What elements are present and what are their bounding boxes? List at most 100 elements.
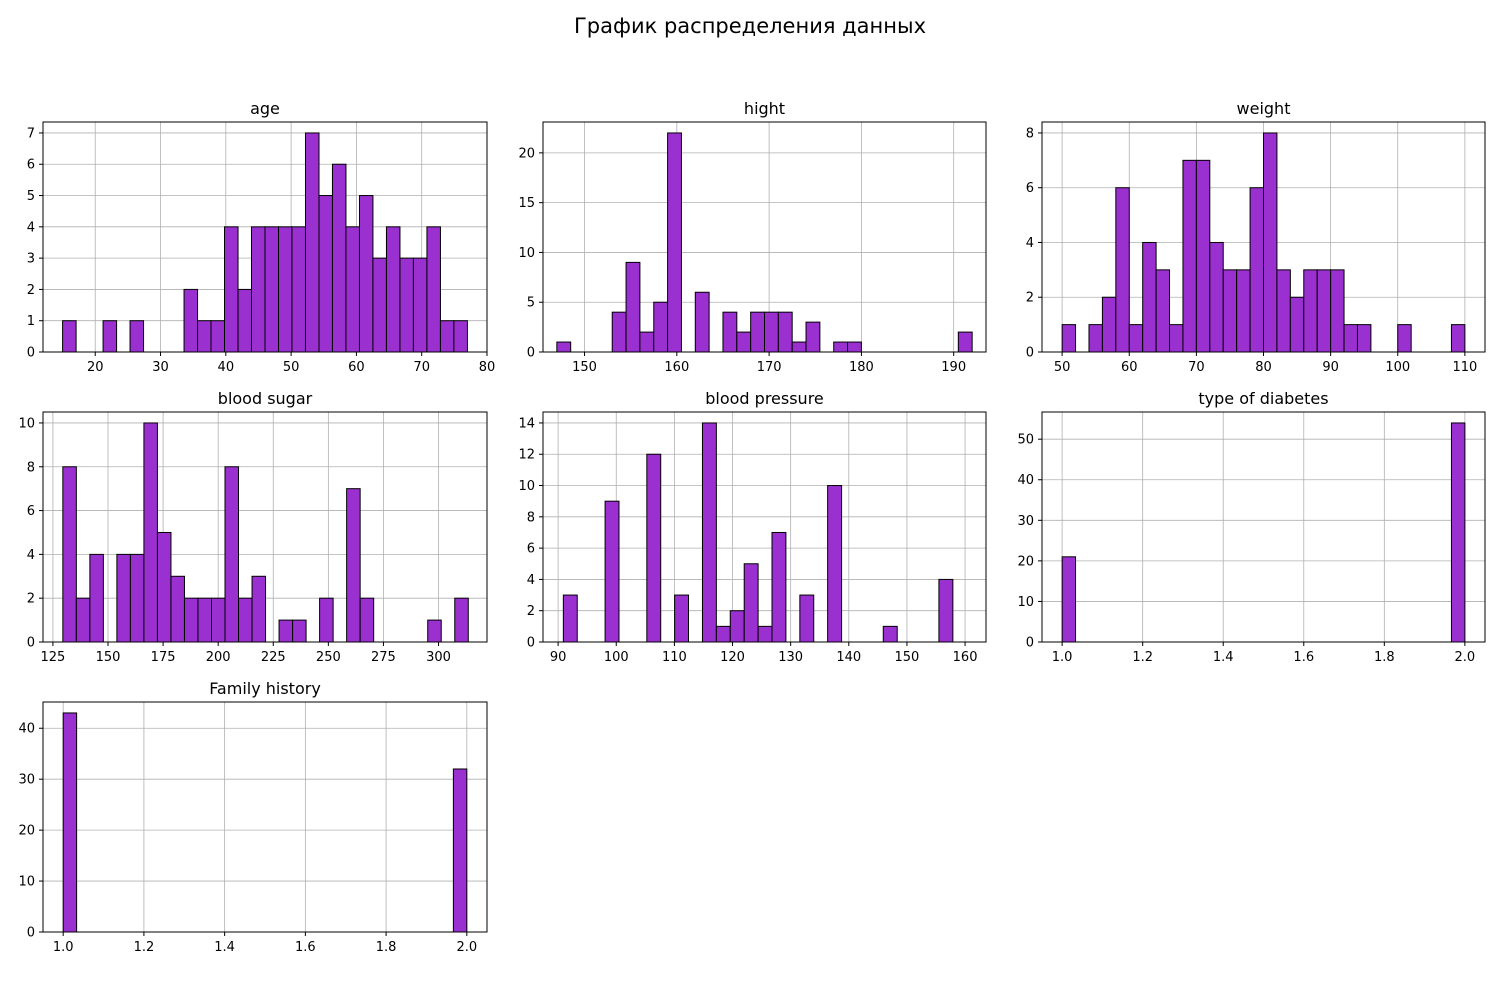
y-tick-label: 15 — [518, 196, 535, 211]
histogram-bar — [1155, 269, 1171, 353]
x-tick-label: 1.2 — [134, 940, 155, 955]
y-tick-label: 20 — [18, 824, 35, 839]
x-tick-label: 150 — [96, 650, 121, 665]
histogram-bar — [701, 422, 717, 643]
x-tick-label: 50 — [1054, 360, 1071, 375]
figure-title: График распределения данных — [573, 14, 927, 38]
histogram-bar — [1209, 241, 1224, 353]
y-tick-label: 0 — [27, 636, 35, 651]
y-tick-label: 6 — [527, 542, 535, 557]
y-tick-label: 8 — [527, 510, 535, 525]
histogram-bar — [102, 320, 118, 353]
histogram-panel: 125 150 175 200 225 250 275 300 0 2 4 6 8 10 blood sug… — [18, 389, 488, 665]
y-tick-label: 30 — [1017, 514, 1034, 529]
x-tick-label: 60 — [348, 360, 365, 375]
y-tick-label: 7 — [27, 126, 35, 141]
x-tick-label: 30 — [152, 360, 169, 375]
histogram-bar — [452, 768, 468, 933]
histogram-bar — [358, 195, 374, 353]
histogram-bar — [791, 341, 807, 353]
y-tick-label: 14 — [518, 416, 535, 431]
y-tick-label: 40 — [18, 722, 35, 737]
histogram-bar — [224, 226, 239, 353]
histogram-bar — [1195, 159, 1211, 353]
histogram-bar — [318, 195, 333, 353]
y-tick-label: 2 — [27, 592, 35, 607]
histogram-bar — [129, 553, 145, 643]
x-tick-label: 110 — [1452, 360, 1477, 375]
histogram-panel: 1.0 1.2 1.4 1.6 1.8 2.0 0 10 20 30 40 50 type of dia… — [1017, 389, 1486, 665]
histogram-bar — [278, 226, 293, 353]
x-tick-label: 190 — [941, 360, 966, 375]
x-tick-label: 125 — [41, 650, 66, 665]
histogram-bar — [62, 712, 78, 933]
x-tick-label: 1.4 — [214, 940, 235, 955]
histogram-bar — [372, 257, 387, 353]
y-tick-label: 10 — [18, 875, 35, 890]
y-tick-label: 8 — [1026, 126, 1034, 141]
histogram-bar — [183, 597, 199, 643]
x-tick-label: 140 — [836, 650, 861, 665]
x-tick-label: 1.0 — [1052, 650, 1073, 665]
y-tick-label: 0 — [27, 346, 35, 361]
y-tick-label: 40 — [1017, 473, 1034, 488]
histogram-bar — [156, 531, 172, 643]
histogram-bar — [736, 331, 752, 353]
y-tick-label: 20 — [518, 146, 535, 161]
x-tick-label: 20 — [87, 360, 104, 375]
histogram-bar — [319, 597, 334, 643]
y-tick-label: 4 — [27, 548, 35, 563]
histogram-bar — [345, 226, 360, 353]
histogram-bar — [1061, 556, 1077, 643]
histogram-bar — [62, 466, 77, 643]
histogram-bar — [938, 578, 954, 643]
histogram-bar — [89, 553, 104, 643]
histogram-panel: 150 160 170 180 190 0 5 10 15 20 hight — [518, 99, 987, 375]
histogram-bar — [722, 311, 738, 353]
axes-frame — [42, 701, 488, 933]
y-tick-label: 6 — [27, 504, 35, 519]
histogram-bar — [1222, 269, 1238, 353]
histogram-bar — [1249, 187, 1265, 353]
x-tick-label: 160 — [664, 360, 689, 375]
y-tick-label: 6 — [27, 158, 35, 173]
histogram-bar — [882, 625, 898, 643]
y-tick-label: 0 — [527, 636, 535, 651]
histogram-panel: 50 60 70 80 90 100 110 0 2 4 6 8 weight — [1026, 99, 1486, 375]
histogram-bar — [743, 563, 759, 643]
histogram-bar — [750, 311, 765, 353]
histogram-bar — [143, 422, 158, 643]
histogram-bar — [439, 320, 455, 353]
histogram-bar — [833, 341, 849, 353]
histogram-bar — [250, 226, 266, 353]
histogram-bar — [385, 226, 401, 353]
histogram-bar — [278, 619, 294, 643]
y-tick-label: 4 — [27, 220, 35, 235]
histogram-bar — [1169, 324, 1184, 353]
axes-frame — [542, 411, 987, 643]
histogram-bar — [304, 132, 320, 353]
x-tick-label: 1.6 — [1293, 650, 1314, 665]
histogram-bar — [556, 341, 572, 353]
histogram-bar — [412, 257, 428, 353]
histogram-bar — [1450, 422, 1466, 643]
histogram-bar — [827, 485, 843, 643]
histogram-bar — [1289, 296, 1305, 353]
histogram-panel: 20 30 40 50 60 70 80 0 1 2 3 4 5 6 7 age — [27, 99, 496, 375]
histogram-bar — [1101, 296, 1117, 353]
histogram-bar — [331, 163, 347, 353]
x-tick-label: 1.4 — [1213, 650, 1234, 665]
x-tick-label: 175 — [151, 650, 176, 665]
x-tick-label: 2.0 — [456, 940, 477, 955]
histogram-bar — [1263, 132, 1278, 353]
y-tick-label: 2 — [527, 604, 535, 619]
histogram-bar — [183, 288, 199, 353]
x-tick-label: 100 — [604, 650, 629, 665]
y-tick-label: 10 — [518, 246, 535, 261]
histogram-bar — [694, 291, 710, 353]
x-tick-label: 180 — [849, 360, 874, 375]
histogram-bar — [129, 320, 145, 353]
y-tick-label: 10 — [18, 416, 35, 431]
histogram-bar — [427, 619, 442, 643]
histogram-bar — [757, 625, 773, 643]
